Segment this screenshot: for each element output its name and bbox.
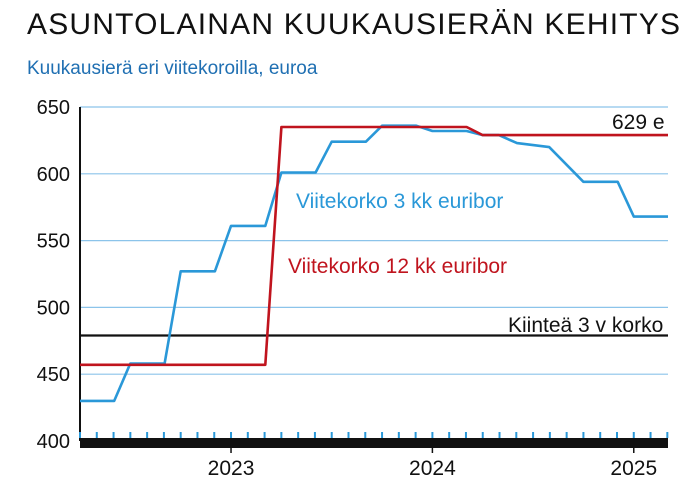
x-tick-label: 2023: [208, 457, 255, 480]
end-value-label: 629 e: [612, 111, 665, 134]
euribor3-label: Viitekorko 3 kk euribor: [296, 190, 503, 213]
y-tick-label: 600: [37, 164, 70, 186]
x-axis-bar: [80, 438, 668, 448]
chart-title: ASUNTOLAINAN KUUKAUSIERÄN KEHITYS: [27, 8, 682, 41]
y-tick-label: 400: [37, 431, 70, 453]
y-axis: 400 450 500 550 600 650: [37, 97, 81, 453]
euribor12-label: Viitekorko 12 kk euribor: [288, 255, 507, 278]
series-labels: 629 e Viitekorko 3 kk euribor Viitekorko…: [288, 111, 665, 337]
series-line-euribor12: [80, 125, 668, 367]
x-tick-label: 2025: [610, 457, 657, 480]
grid-lines: [80, 106, 668, 375]
y-tick-label: 550: [37, 231, 70, 253]
fixed-rate-label: Kiinteä 3 v korko: [508, 314, 663, 337]
x-axis: 2023 2024 2025: [79, 432, 669, 480]
chart-subtitle: Kuukausierä eri viitekoroilla, euroa: [27, 58, 318, 79]
y-tick-label: 650: [37, 97, 70, 119]
y-tick-label: 500: [37, 297, 70, 319]
series-line-euribor3: [80, 124, 668, 403]
y-tick-label: 450: [37, 364, 70, 386]
x-tick-label: 2024: [409, 457, 456, 480]
series-lines: [80, 124, 668, 403]
